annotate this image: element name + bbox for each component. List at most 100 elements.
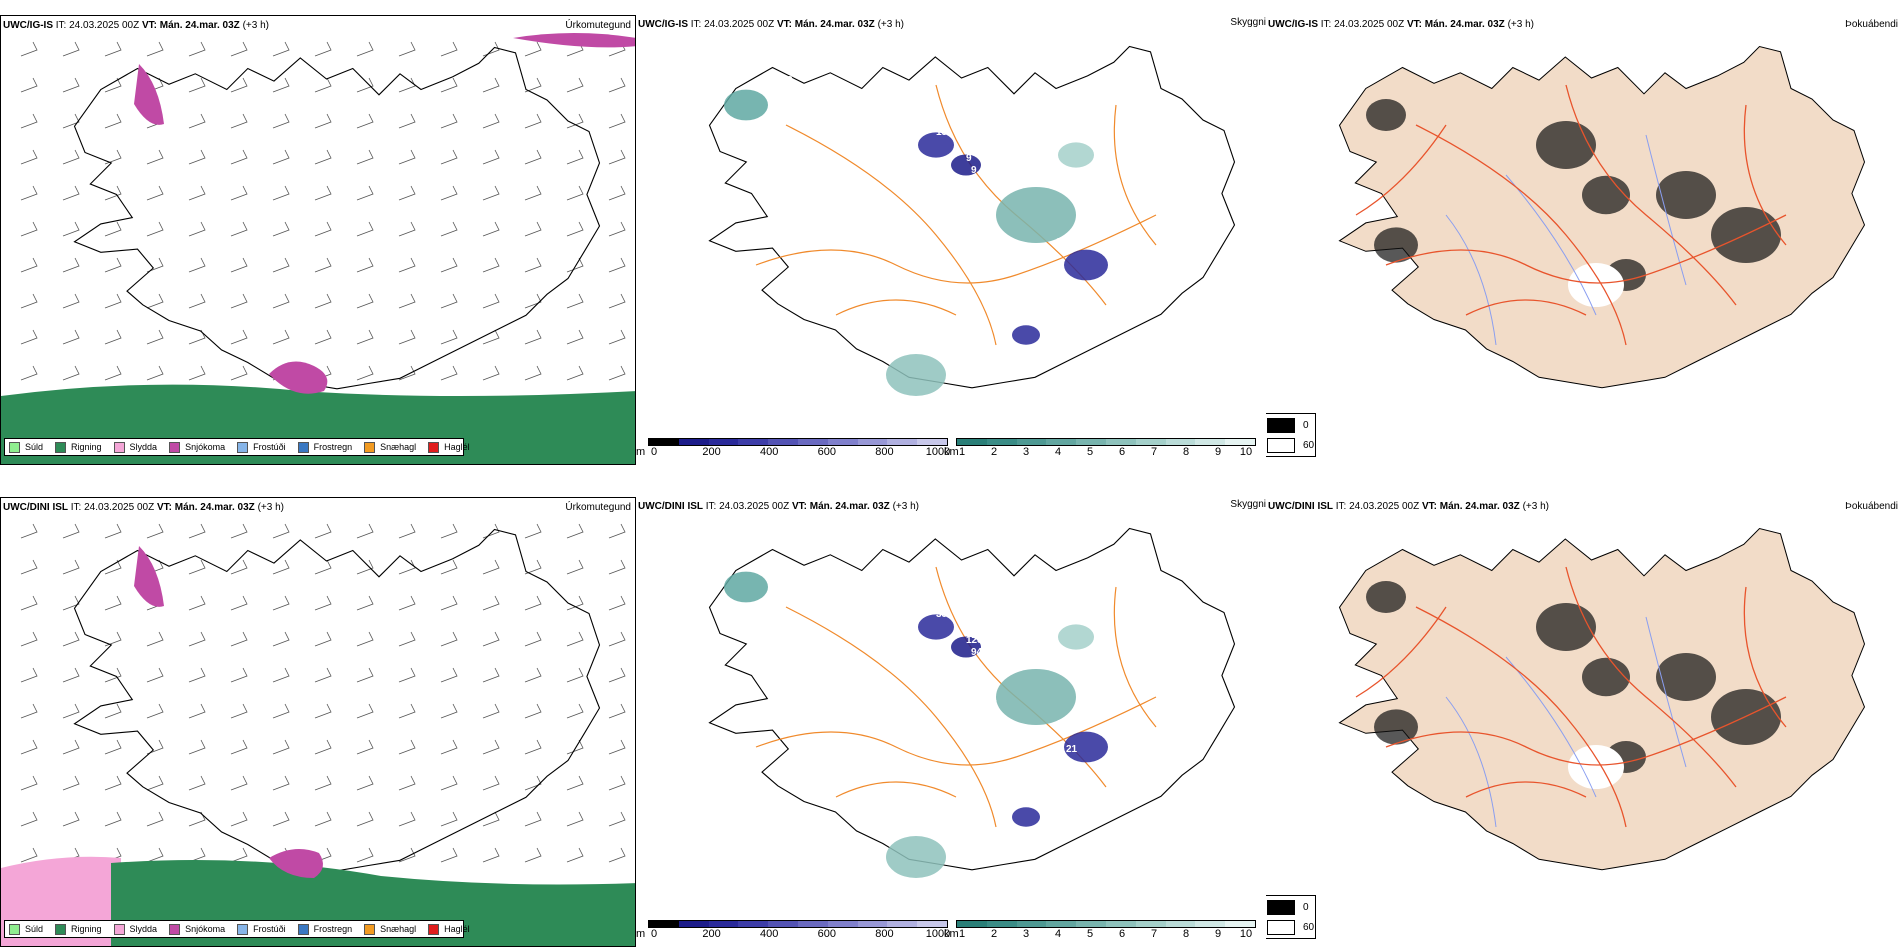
panel-title: Skyggni <box>1230 499 1266 510</box>
visibility-label: 21 <box>1066 744 1078 755</box>
fog-legend: 0 60 <box>1266 413 1316 457</box>
legend-item: Snæhagl <box>364 923 417 935</box>
colorbar-swatch <box>1135 439 1166 445</box>
fog-panel-top: UWC/IG-IS IT: 24.03.2025 00Z VT: Mán. 24… <box>1266 15 1900 465</box>
colorbar-unit: km <box>944 446 959 458</box>
colorbar-tick: 4 <box>1054 928 1062 940</box>
fog-legend-label: 0 <box>1303 420 1309 431</box>
legend-swatch <box>428 441 440 453</box>
precip-type-panel-top: UWC/IG-IS IT: 24.03.2025 00Z VT: Mán. 24… <box>0 15 636 465</box>
colorbar-swatch <box>1165 439 1196 445</box>
legend-item: Súld <box>9 923 43 935</box>
colorbar-tick: 10 <box>1239 928 1253 940</box>
vis-km-colorbar: km 1 2 3 4 5 6 7 8 9 10 <box>944 438 1264 460</box>
colorbar-tick: 3 <box>1022 446 1030 458</box>
colorbar-tick: 0 <box>650 446 658 458</box>
iceland-outline <box>708 527 1236 871</box>
colorbar-unit: m <box>636 446 646 458</box>
wind-barbs <box>20 41 626 381</box>
colorbar-swatch <box>738 439 769 445</box>
visibility-label: 114 <box>1156 187 1173 198</box>
legend-label: Snjókoma <box>185 442 226 452</box>
panel-header: UWC/IG-IS IT: 24.03.2025 00Z VT: Mán. 24… <box>638 19 904 30</box>
panel-title: Þokuábendi <box>1845 19 1898 30</box>
colorbar-swatch <box>1076 921 1106 927</box>
precip-legend: Súld Rigning Slydda Snjókoma Frostúði Frostre… <box>4 438 470 456</box>
colorbar-tick: 600 <box>817 446 836 458</box>
visibility-label: 124 <box>1056 719 1073 730</box>
fog-dark-areas <box>1366 99 1781 307</box>
fog-legend-swatch <box>1267 900 1295 915</box>
legend-label: Slydda <box>129 442 158 452</box>
snow-area <box>269 361 328 394</box>
legend-label: Haglél <box>444 442 470 452</box>
legend-item: Rigning <box>55 441 102 453</box>
colorbar-swatch <box>857 439 888 445</box>
colorbar-swatch <box>1046 921 1077 927</box>
precip-legend: Súld Rigning Slydda Snjókoma Frostúði Frostre… <box>4 920 470 938</box>
visibility-panel-bottom: UWC/DINI ISL IT: 24.03.2025 00Z VT: Mán.… <box>636 497 1266 947</box>
colorbar-tick: 5 <box>1086 446 1094 458</box>
visibility-label: 74 <box>936 669 948 680</box>
visibility-labels: 269 10 15 99 10 31 114 102 84 112 52 <box>752 75 1173 318</box>
visibility-map: 269 10 15 99 10 31 114 102 84 112 52 <box>708 45 1236 396</box>
legend-item: Haglél <box>428 441 470 453</box>
visibility-label: 94 <box>971 647 983 658</box>
fog-legend-item: 60 <box>1267 438 1314 453</box>
legend-swatch <box>113 923 125 935</box>
colorbar-swatch <box>678 439 709 445</box>
panel-header: UWC/DINI ISL IT: 24.03.2025 00Z VT: Mán.… <box>638 501 919 512</box>
iceland-outline <box>708 45 1236 389</box>
legend-swatch <box>237 441 249 453</box>
colorbar-swatch <box>957 439 987 445</box>
legend-swatch <box>55 923 67 935</box>
colorbar-tick: 9 <box>1214 928 1222 940</box>
precip-map <box>1 523 635 946</box>
colorbar-unit: m <box>636 928 646 940</box>
legend-item: Snjókoma <box>169 441 226 453</box>
iceland-land <box>1338 45 1866 389</box>
colorbar-swatch <box>1016 439 1047 445</box>
colorbar-tick: 5 <box>1086 928 1094 940</box>
visibility-label: 93 <box>1046 629 1058 640</box>
legend-swatch <box>9 923 20 935</box>
panel-title: Úrkomutegund <box>565 502 631 513</box>
visibility-label: 15 <box>936 127 948 138</box>
colorbar-swatch <box>887 921 918 927</box>
colorbar-swatch <box>827 439 858 445</box>
colorbar-tick: 9 <box>1214 446 1222 458</box>
roads <box>1355 84 1787 346</box>
legend-swatch <box>237 923 249 935</box>
visibility-label: 126 <box>896 789 913 800</box>
visibility-label: 128 <box>966 635 983 646</box>
colorbar-swatch <box>649 921 679 927</box>
legend-swatch <box>297 441 309 453</box>
fog-legend-label: 60 <box>1303 440 1315 451</box>
colorbar-swatch <box>986 439 1017 445</box>
legend-swatch <box>169 923 181 935</box>
panel-title: Þokuábendi <box>1845 501 1898 512</box>
colorbar-swatch <box>678 921 709 927</box>
colorbar-swatches <box>648 438 948 446</box>
colorbar-swatch <box>797 439 828 445</box>
fog-panel-bottom: UWC/DINI ISL IT: 24.03.2025 00Z VT: Mán.… <box>1266 497 1900 947</box>
colorbar-swatch <box>1225 921 1255 927</box>
panel-header: UWC/DINI ISL IT: 24.03.2025 00Z VT: Mán.… <box>1268 501 1549 512</box>
visibility-label: 38 <box>936 609 948 620</box>
visibility-label: 269 <box>776 75 793 86</box>
colorbar-tick: 3 <box>1022 928 1030 940</box>
colorbar-tick: 6 <box>1118 928 1126 940</box>
vis-m-colorbar: m 0 200 400 600 800 1000 <box>636 438 956 460</box>
visibility-label: 84 <box>1056 237 1068 248</box>
legend-label: Snæhagl <box>380 924 417 934</box>
colorbar-swatch <box>1195 439 1226 445</box>
precip-map <box>1 33 635 464</box>
visibility-label: 9 <box>966 153 972 164</box>
visibility-patches <box>724 571 1108 878</box>
fog-legend-swatch <box>1267 920 1295 935</box>
legend-label: Frostúði <box>253 442 286 452</box>
legend-swatch <box>364 923 376 935</box>
panel-title: Úrkomutegund <box>565 20 631 31</box>
colorbar-swatch <box>957 921 987 927</box>
